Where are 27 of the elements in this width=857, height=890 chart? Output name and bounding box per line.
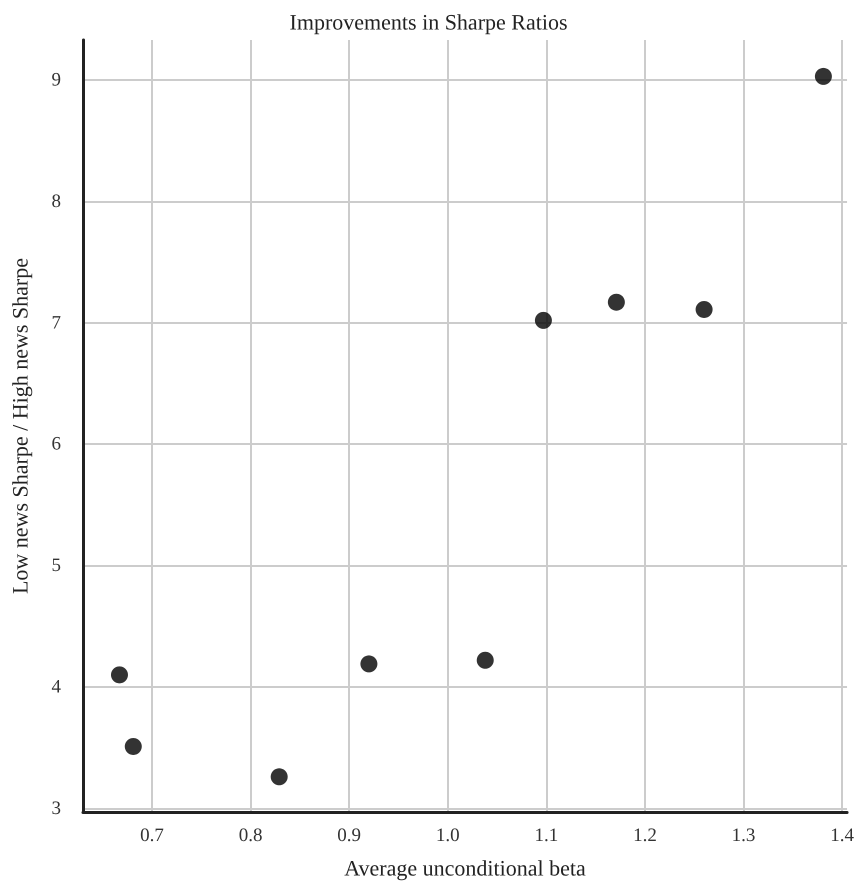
point bbox=[110, 666, 128, 684]
y-tick-label: 8 bbox=[52, 190, 61, 212]
point bbox=[814, 68, 832, 85]
x-axis-title: Average unconditional beta bbox=[344, 856, 586, 880]
y-tick-label: 5 bbox=[52, 555, 61, 576]
point bbox=[608, 294, 625, 311]
y-tick-label: 3 bbox=[52, 798, 61, 819]
x-tick-label: 1.0 bbox=[436, 825, 460, 846]
y-tick-label: 7 bbox=[52, 312, 61, 334]
point bbox=[270, 768, 288, 786]
x-tick-label: 0.8 bbox=[238, 825, 262, 846]
point bbox=[124, 738, 142, 755]
y-axis-title: Low news Sharpe / High news Sharpe bbox=[8, 258, 32, 594]
point bbox=[696, 300, 713, 318]
x-tick-label: 0.9 bbox=[337, 825, 362, 846]
x-tick-label: 1.4 bbox=[830, 825, 854, 846]
x-tick-label: 1.2 bbox=[633, 825, 657, 846]
chart-title: Improvements in Sharpe Ratios bbox=[289, 10, 568, 34]
y-tick-label: 9 bbox=[52, 70, 61, 91]
point bbox=[476, 652, 494, 669]
x-tick-label: 1.3 bbox=[732, 825, 756, 846]
point bbox=[360, 655, 378, 672]
x-tick-label: 0.7 bbox=[140, 825, 164, 846]
point bbox=[534, 312, 552, 329]
y-tick-label: 4 bbox=[52, 676, 62, 698]
x-tick-label: 1.1 bbox=[534, 825, 558, 846]
y-tick-label: 6 bbox=[52, 434, 61, 455]
